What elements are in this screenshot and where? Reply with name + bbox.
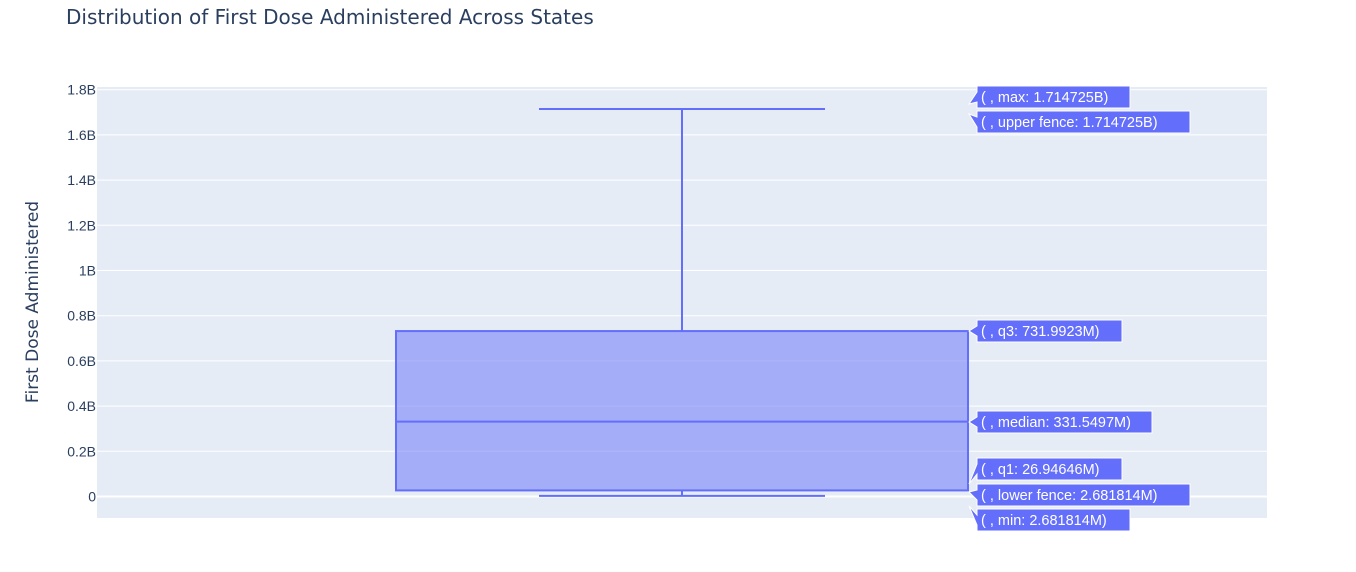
y-tick-label: 0.6B xyxy=(67,353,96,369)
hover-label-box xyxy=(968,505,1131,532)
y-tick-label: 0.8B xyxy=(67,308,96,324)
y-tick-label: 1.4B xyxy=(67,172,96,188)
y-tick-label: 1.8B xyxy=(67,82,96,98)
hover-label-box xyxy=(967,85,1131,109)
hover-label-box xyxy=(968,410,1153,434)
y-tick-label: 1.6B xyxy=(67,127,96,143)
hover-label-box xyxy=(968,483,1191,507)
iqr-box[interactable] xyxy=(395,330,969,492)
y-tick-label: 0.2B xyxy=(67,443,96,459)
hover-label-q1: ( , q1: 26.94646M) xyxy=(981,462,1100,478)
y-tick-label: 1B xyxy=(79,263,96,279)
hover-label-upper-fence: ( , upper fence: 1.714725B) xyxy=(981,115,1158,131)
chart-title: Distribution of First Dose Administered … xyxy=(66,5,594,29)
hover-label-lower-fence: ( , lower fence: 2.681814M) xyxy=(981,488,1158,504)
hover-label-box xyxy=(968,457,1123,485)
y-tick-label: 0.4B xyxy=(67,398,96,414)
y-tick-label: 0 xyxy=(88,489,96,505)
hover-label-median: ( , median: 331.5497M) xyxy=(981,415,1131,431)
hover-label-box xyxy=(968,319,1123,343)
hover-label-max: ( , max: 1.714725B) xyxy=(981,90,1108,106)
y-tick-label: 1.2B xyxy=(67,217,96,233)
y-axis-label: First Dose Administered xyxy=(23,201,43,403)
hover-label-q3: ( , q3: 731.9923M) xyxy=(981,324,1100,340)
y-axis-ticks: 0 0.2B 0.4B 0.6B 0.8B 1B 1.2B 1.4B 1.6B 1.8B xyxy=(67,82,96,505)
hover-labels: ( , max: 1.714725B) ( , upper fence: 1.71… xyxy=(967,85,1191,532)
box-trace[interactable] xyxy=(395,107,969,497)
hover-label-min: ( , min: 2.681814M) xyxy=(981,513,1107,529)
hover-label-box xyxy=(967,110,1191,134)
